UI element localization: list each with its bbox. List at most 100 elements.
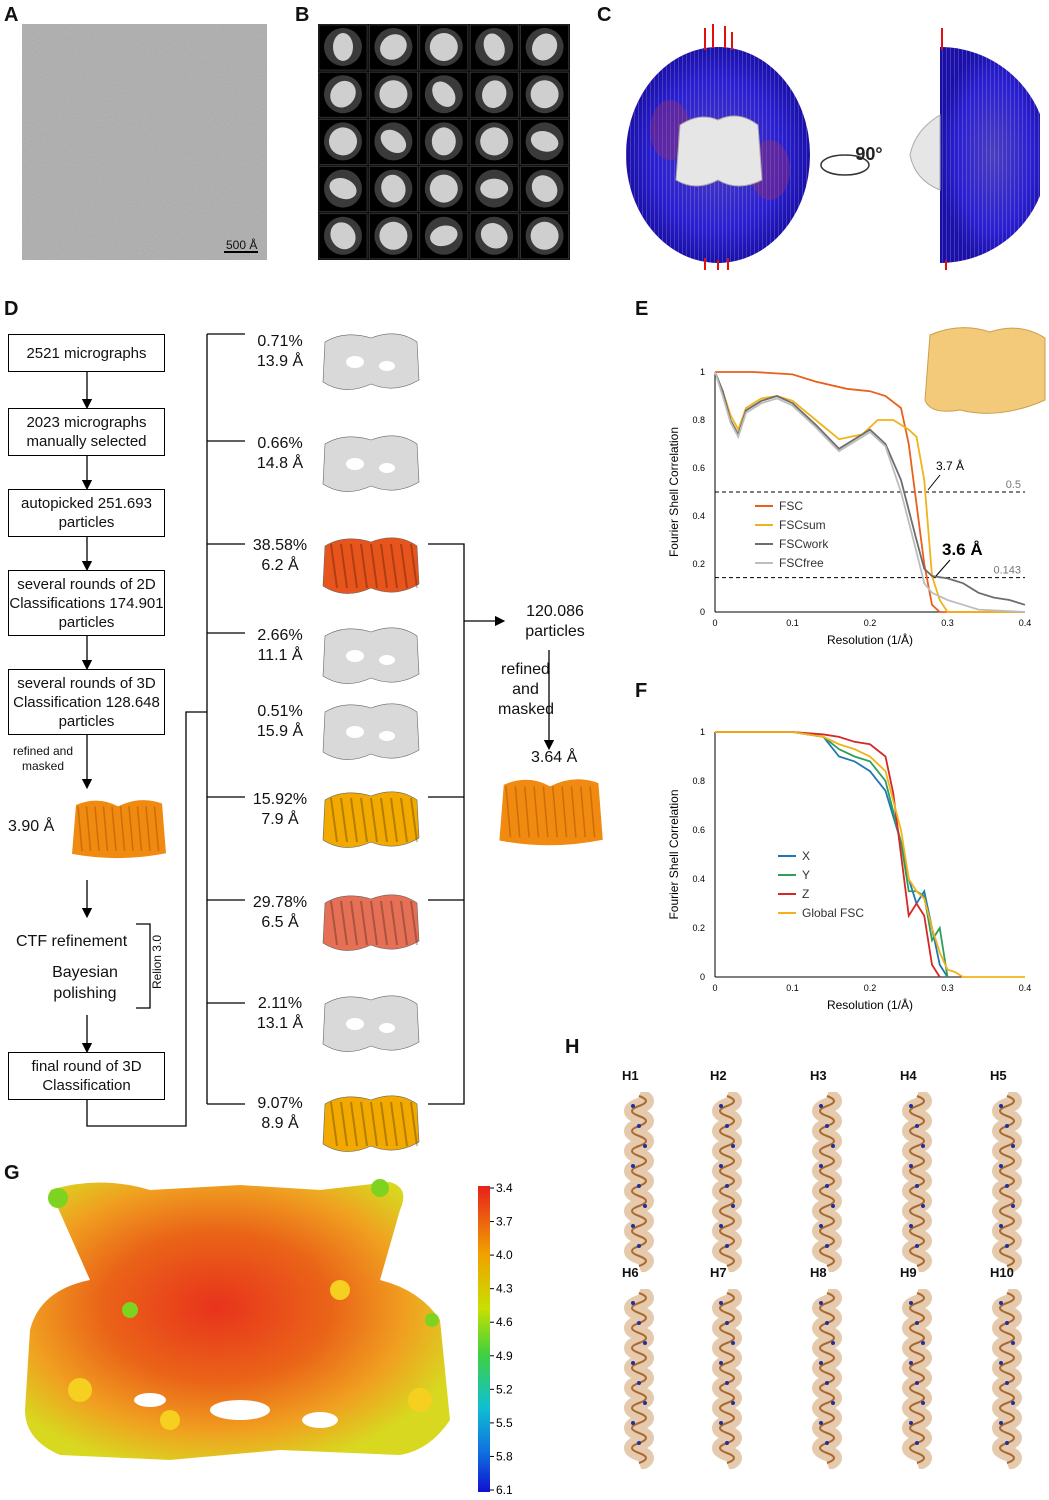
class-average-particle (480, 223, 508, 249)
flow-box-selected: 2023 micrographs manually selected (8, 408, 165, 456)
resolution-364: 3.64 Å (531, 749, 578, 766)
directional-fsc-chart: 0 0.1 0.2 0.3 0.4 0 0.2 0.4 0.6 0.8 1 Resolution (1… (667, 727, 1032, 1012)
x-tick-label: 0 (712, 983, 717, 993)
class-average-particle (432, 81, 456, 107)
class-percent: 0.71% (257, 333, 303, 350)
x-tick-label: 0.1 (786, 618, 799, 628)
class-8-map (322, 995, 420, 1052)
flow-box-2d: several rounds of 2D Classifications 174… (8, 570, 165, 636)
class-percent: 9.07% (257, 1095, 303, 1112)
class-percent: 0.66% (257, 435, 303, 452)
refined-masked-label: refined and masked (12, 744, 74, 773)
class-average-particle (329, 178, 357, 200)
class-average-particle (530, 131, 559, 152)
class-average-particle (330, 222, 356, 250)
legend-label: Z (802, 887, 809, 901)
panel-label-c: C (597, 4, 612, 26)
class-average-particle (530, 80, 559, 109)
bayesian-polishing-label: Bayesian polishing (52, 964, 118, 1002)
helix-density-h3 (812, 1092, 842, 1272)
class-averages-grid (318, 24, 570, 260)
colorbar-tick-label: 5.8 (496, 1449, 513, 1463)
helix-density-h4 (902, 1092, 932, 1272)
annotation-3-6: 3.6 Å (942, 540, 983, 559)
x-tick-label: 0.1 (786, 983, 799, 993)
class-resolution: 6.2 Å (261, 557, 299, 574)
refined-masked-label-2: refined and masked (498, 661, 555, 718)
helix-density-h1 (624, 1092, 654, 1272)
y-axis-label: Fourier Shell Correlation (667, 427, 681, 557)
class-percent: 38.58% (252, 537, 308, 554)
class-percent: 29.78% (252, 894, 308, 911)
colorbar-tick-label: 5.5 (496, 1416, 513, 1430)
y-tick-label: 0 (700, 607, 705, 617)
panel-label-d: D (4, 298, 19, 320)
class-5-map (322, 703, 420, 760)
class-percent: 2.66% (257, 627, 303, 644)
class-2-stats: 0.66% 14.8 Å (235, 434, 325, 474)
class-resolution: 13.9 Å (256, 353, 304, 370)
class-average-particle (381, 174, 406, 203)
x-tick-label: 0.4 (1019, 983, 1032, 993)
x-axis-label: Resolution (1/Å) (827, 632, 913, 647)
y-tick-label: 0.2 (692, 559, 705, 569)
flow-box-micrographs: 2521 micrographs (8, 334, 165, 372)
helix-label: H6 (622, 1265, 639, 1280)
class-average-particle (480, 178, 509, 199)
class-average-particle (430, 225, 458, 247)
legend-label: FSCwork (779, 537, 829, 551)
class-average-particle (380, 34, 407, 60)
colorbar-tick-label: 3.4 (496, 1181, 513, 1195)
x-tick-label: 0.4 (1019, 618, 1032, 628)
ctf-refinement-label: CTF refinement (16, 933, 128, 950)
legend-label: FSCsum (779, 518, 826, 532)
class-resolution: 7.9 Å (261, 811, 299, 828)
class-resolution: 15.9 Å (256, 723, 304, 740)
x-tick-label: 0.3 (941, 618, 954, 628)
series-line-y (715, 731, 949, 978)
legend-label: FSC (779, 499, 803, 513)
series-line-fscsum (714, 371, 1025, 613)
angular-distribution: 90° (626, 24, 1040, 270)
legend-label: FSCfree (779, 556, 824, 570)
helix-label: H5 (990, 1068, 1007, 1083)
colorbar-tick-label: 4.0 (496, 1248, 513, 1262)
class-average-particle (379, 221, 408, 250)
class-9-map (322, 1095, 420, 1152)
panel-label-b: B (295, 4, 310, 26)
class-average-particle (482, 80, 507, 109)
legend-label: Global FSC (802, 906, 864, 920)
class-resolution: 13.1 Å (256, 1015, 304, 1032)
class-resolution: 6.5 Å (261, 914, 299, 931)
helix-density-h6 (624, 1289, 654, 1469)
class-resolution: 11.1 Å (257, 647, 303, 664)
helix-density-h8 (812, 1289, 842, 1469)
class-average-particle (329, 127, 357, 156)
colorbar-tick-label: 4.9 (496, 1349, 513, 1363)
scale-bar-label: 500 Å (226, 238, 258, 252)
helix-density-h2 (712, 1092, 742, 1272)
particles-count: 120.086 particles (525, 603, 585, 640)
y-tick-label: 0.6 (692, 825, 705, 835)
flow-box-3d: several rounds of 3D Classification 128.… (8, 669, 165, 735)
class-percent: 0.51% (257, 703, 303, 720)
class-4-map (322, 627, 420, 684)
panel-label-h: H (565, 1036, 580, 1058)
class-2-map (322, 435, 420, 492)
colorbar-tick-label: 4.3 (496, 1282, 513, 1296)
class-average-particle (380, 129, 407, 154)
class-average-particle (431, 127, 456, 156)
class-percent: 2.11% (257, 995, 303, 1012)
inset-density-map (924, 327, 1046, 414)
class-average-particle (330, 80, 356, 108)
class-4-stats: 2.66% 11.1 Å (235, 626, 325, 666)
class-average-particle (532, 33, 558, 61)
class-1-map (322, 333, 420, 390)
helix-label: H4 (900, 1068, 917, 1083)
legend-label: Y (802, 868, 810, 882)
y-axis-label: Fourier Shell Correlation (667, 789, 681, 919)
y-tick-label: 1 (700, 367, 705, 377)
fsc-chart: 0 0.1 0.2 0.3 0.4 0 0.2 0.4 0.6 0.8 1 Resolution (1… (667, 327, 1046, 647)
class-average-particle (483, 33, 505, 61)
panel-label-e: E (635, 298, 649, 320)
